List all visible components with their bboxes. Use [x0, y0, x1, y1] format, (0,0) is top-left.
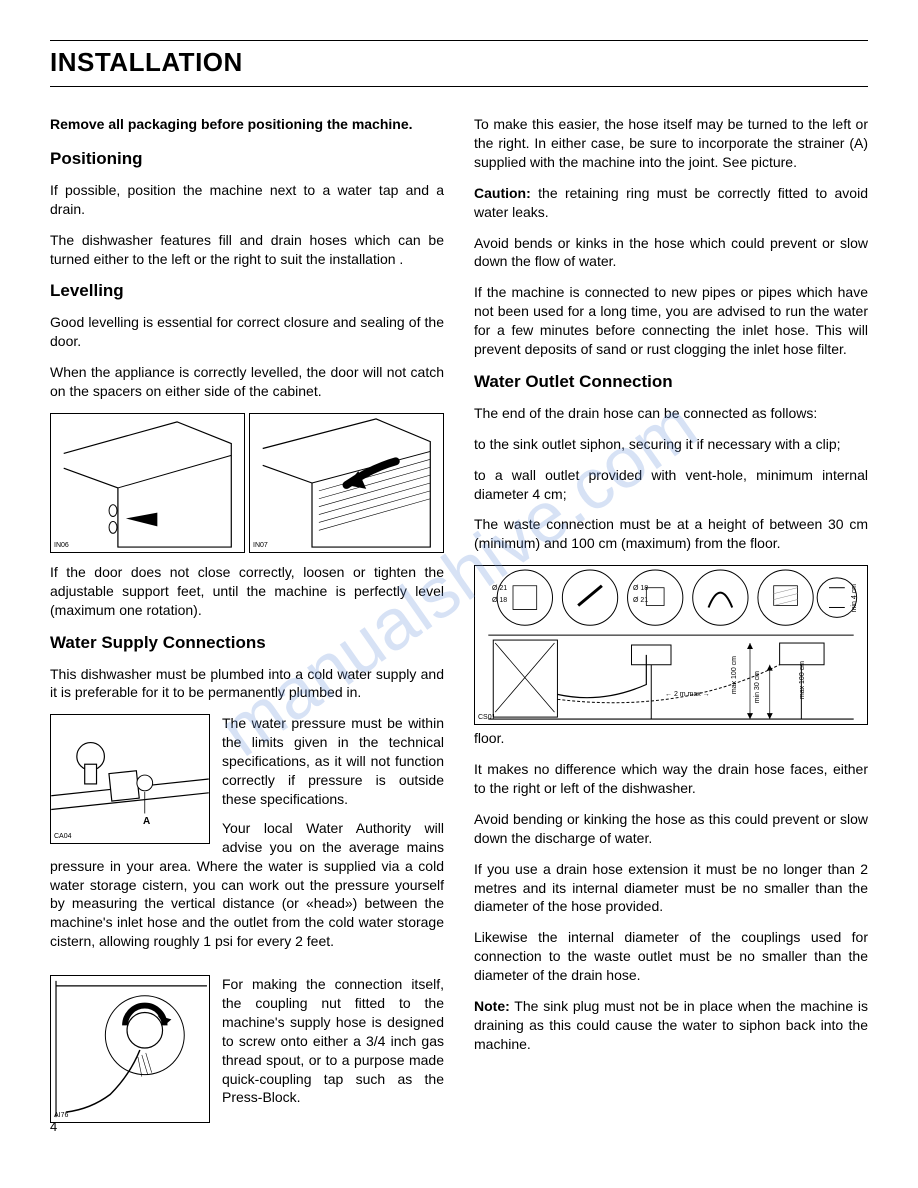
outlet-diagram: Ø 21 Ø 18 Ø 18 Ø 21 min 4 cm max 100 cm …: [474, 565, 868, 725]
positioning-p1: If possible, position the machine next t…: [50, 181, 444, 219]
outlet-p8: Likewise the internal diameter of the co…: [474, 928, 868, 985]
outlet-floor: floor.: [474, 729, 868, 748]
diagram-label-in06: IN06: [54, 541, 69, 550]
outlet-p5: It makes no difference which way the dra…: [474, 760, 868, 798]
outlet-p7: If you use a drain hose extension it mus…: [474, 860, 868, 917]
caution-label: Caution:: [474, 185, 531, 201]
label-max100: max 100 cm: [730, 656, 739, 694]
levelling-diagrams: IN06 IN07: [50, 413, 444, 553]
diagram-label-ca04: CA04: [54, 832, 72, 841]
levelling-diagram-right: IN07: [249, 413, 444, 553]
levelling-diagram-left: IN06: [50, 413, 245, 553]
water-supply-block2: AI76 For making the connection itself, t…: [50, 975, 444, 1127]
content-columns: Remove all packaging before positioning …: [50, 115, 868, 1127]
outlet-p4: The waste connection must be at a height…: [474, 515, 868, 553]
levelling-p2: When the appliance is correctly levelled…: [50, 363, 444, 401]
heading-levelling: Levelling: [50, 280, 444, 303]
outlet-p2: to the sink outlet siphon, securing it i…: [474, 435, 868, 454]
label-cs01: CS01: [478, 713, 496, 722]
outlet-p9-text: The sink plug must not be in place when …: [474, 998, 868, 1052]
left-column: Remove all packaging before positioning …: [50, 115, 444, 1127]
outlet-p1: The end of the drain hose can be connect…: [474, 404, 868, 423]
page-number: 4: [50, 1118, 57, 1136]
water-supply-block1: A CA04 The water pressure must be within…: [50, 714, 444, 963]
label-min30: min 30 cm: [753, 671, 762, 703]
positioning-p2: The dishwasher features fill and drain h…: [50, 231, 444, 269]
right-p3: Avoid bends or kinks in the hose which c…: [474, 234, 868, 272]
water-supply-diagram-1: A CA04: [50, 714, 210, 844]
levelling-p3: If the door does not close correctly, lo…: [50, 563, 444, 620]
marker-a: A: [143, 815, 150, 829]
note-label: Note:: [474, 998, 510, 1014]
label-d18: Ø 18: [492, 596, 507, 605]
page-title: INSTALLATION: [50, 40, 868, 87]
right-p2: Caution: the retaining ring must be corr…: [474, 184, 868, 222]
right-p2-text: the retaining ring must be correctly fit…: [474, 185, 868, 220]
intro-text: Remove all packaging before positioning …: [50, 115, 444, 134]
label-d21b: Ø 21: [633, 596, 648, 605]
heading-positioning: Positioning: [50, 148, 444, 171]
right-column: To make this easier, the hose itself may…: [474, 115, 868, 1127]
label-min4: min 4 cm: [850, 584, 859, 612]
label-2m: ← 2 m max →: [665, 690, 710, 699]
outlet-p6: Avoid bending or kinking the hose as thi…: [474, 810, 868, 848]
label-max100b: max 100 cm: [798, 661, 807, 699]
label-d21a: Ø 21: [492, 584, 507, 593]
label-d18b: Ø 18: [633, 584, 648, 593]
diagram-label-in07: IN07: [253, 541, 268, 550]
right-p4: If the machine is connected to new pipes…: [474, 283, 868, 359]
outlet-p9: Note: The sink plug must not be in place…: [474, 997, 868, 1054]
right-p1: To make this easier, the hose itself may…: [474, 115, 868, 172]
heading-water-supply: Water Supply Connections: [50, 632, 444, 655]
outlet-p3: to a wall outlet provided with vent-hole…: [474, 466, 868, 504]
levelling-p1: Good levelling is essential for correct …: [50, 313, 444, 351]
heading-water-outlet: Water Outlet Connection: [474, 371, 868, 394]
water-supply-diagram-2: AI76: [50, 975, 210, 1123]
water-supply-p1: This dishwasher must be plumbed into a c…: [50, 665, 444, 703]
